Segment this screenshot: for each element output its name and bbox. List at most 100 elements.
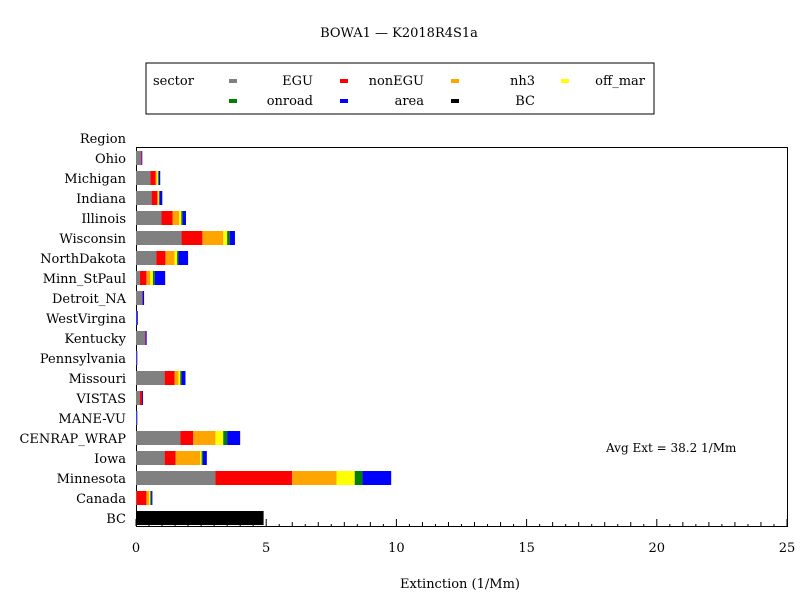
y-label-detroit-na: Detroit_NA — [52, 292, 127, 307]
bar-illinois-nonegu — [161, 211, 173, 225]
bar-minnesota-nh3 — [292, 471, 337, 485]
bar-ohio-nonegu — [140, 151, 142, 165]
bar-canada-nonegu — [136, 491, 147, 505]
y-tick-labels: Ohio Michigan Indiana Illinois Wisconsin Nort… — [19, 152, 126, 527]
bar-wisconsin-off-mar — [223, 231, 228, 245]
y-label-minnesota: Minnesota — [57, 472, 127, 487]
bar-detroit-na-area — [142, 291, 145, 305]
bar-missouri-egu — [136, 371, 165, 385]
y-label-michigan: Michigan — [64, 172, 126, 187]
bar-illinois-onroad — [181, 211, 183, 225]
y-label-westvirgina: WestVirgina — [46, 312, 126, 327]
bar-indiana-area — [159, 191, 163, 205]
bar-indiana-nh3 — [157, 191, 159, 205]
bar-vistas-egu — [136, 391, 140, 405]
y-label-ohio: Ohio — [95, 152, 126, 167]
x-tick-label-10: 10 — [388, 541, 405, 556]
bar-missouri-nh3 — [174, 371, 179, 385]
bar-northdakota-area — [178, 251, 189, 265]
bar-pennsylvania-egu — [136, 351, 137, 365]
x-tick-label-20: 20 — [649, 541, 666, 556]
bar-indiana-egu — [136, 191, 152, 205]
bar-iowa-area — [202, 451, 207, 465]
bar-cenrap-wrap-off-mar — [215, 431, 224, 445]
bar-minnesota-egu — [136, 471, 216, 485]
bar-northdakota-off-mar — [174, 251, 178, 265]
bars — [136, 151, 392, 525]
bar-mane-vu-area — [136, 411, 138, 425]
x-axis: 0 5 10 15 20 25 — [132, 519, 795, 556]
bar-cenrap-wrap-onroad — [223, 431, 228, 445]
bar-illinois-off-mar — [179, 211, 182, 225]
bar-cenrap-wrap-egu — [136, 431, 181, 445]
bar-ohio-egu — [136, 151, 141, 165]
bar-northdakota-egu — [136, 251, 157, 265]
bar-wisconsin-nonegu — [181, 231, 203, 245]
bar-michigan-egu — [136, 171, 151, 185]
legend-swatch-onroad — [229, 99, 237, 103]
bar-canada-area — [151, 491, 153, 505]
bar-canada-off-mar — [149, 491, 151, 505]
x-axis-label: Extinction (1/Mm) — [400, 577, 520, 592]
bar-michigan-onroad — [158, 171, 159, 185]
bar-minnesota-off-mar — [336, 471, 355, 485]
bar-cenrap-wrap-nh3 — [193, 431, 216, 445]
y-label-illinois: Illinois — [81, 212, 126, 227]
region-header: Region — [80, 132, 127, 147]
bar-wisconsin-nh3 — [202, 231, 224, 245]
bar-minn-stpaul-area — [154, 271, 166, 285]
x-tick-label-25: 25 — [779, 541, 796, 556]
bar-kentucky-nonegu — [145, 331, 146, 345]
legend-label-off-mar: off_mar — [595, 74, 646, 89]
bar-wisconsin-egu — [136, 231, 182, 245]
avg-ext-annotation: Avg Ext = 38.2 1/Mm — [605, 441, 737, 455]
bar-minn-stpaul-onroad — [152, 271, 155, 285]
y-label-bc: BC — [106, 512, 126, 527]
bar-northdakota-onroad — [177, 251, 179, 265]
legend-swatch-area — [340, 99, 348, 103]
bar-pennsylvania-area — [136, 351, 138, 365]
bar-iowa-egu — [136, 451, 165, 465]
x-tick-label-5: 5 — [262, 541, 270, 556]
legend-label-nonegu: nonEGU — [369, 74, 424, 89]
legend-label-egu: EGU — [282, 74, 313, 89]
bar-wisconsin-onroad — [227, 231, 230, 245]
x-tick-label-15: 15 — [518, 541, 535, 556]
bar-northdakota-nonegu — [156, 251, 166, 265]
plot-frame — [136, 147, 788, 527]
bar-missouri-area — [181, 371, 186, 385]
bar-minn-stpaul-egu — [136, 271, 140, 285]
bar-detroit-na-egu — [136, 291, 143, 305]
bar-wisconsin-area — [229, 231, 235, 245]
bar-missouri-onroad — [180, 371, 182, 385]
y-label-kentucky: Kentucky — [64, 332, 126, 347]
chart-title: BOWA1 — K2018R4S1a — [320, 26, 478, 41]
bar-michigan-nh3 — [155, 171, 157, 185]
bar-canada-egu — [136, 491, 137, 505]
bar-northdakota-nh3 — [165, 251, 175, 265]
legend-label-area: area — [395, 94, 425, 109]
legend-label-onroad: onroad — [267, 94, 313, 109]
legend-swatch-nonegu — [340, 79, 348, 83]
bar-cenrap-wrap-nonegu — [180, 431, 194, 445]
bar-minn-stpaul-off-mar — [150, 271, 153, 285]
legend-swatch-nh3 — [451, 79, 459, 83]
bar-minnesota-onroad — [354, 471, 363, 485]
bar-cenrap-wrap-area — [227, 431, 241, 445]
bar-minn-stpaul-nonegu — [139, 271, 147, 285]
legend-swatch-bc — [451, 99, 459, 103]
bar-vistas-nonegu — [139, 391, 142, 405]
legend-label-nh3: nh3 — [510, 74, 535, 89]
bar-bc-bc — [136, 511, 264, 525]
bar-kentucky-area — [145, 331, 147, 345]
bar-canada-onroad — [150, 491, 152, 505]
legend-swatch-egu — [229, 79, 237, 83]
bar-indiana-nonegu — [151, 191, 158, 205]
bar-kentucky-egu — [136, 331, 146, 345]
bar-westvirgina-area — [136, 311, 138, 325]
legend-swatch-off-mar — [561, 79, 569, 83]
bar-westvirgina-egu — [136, 311, 137, 325]
bar-minnesota-area — [362, 471, 392, 485]
